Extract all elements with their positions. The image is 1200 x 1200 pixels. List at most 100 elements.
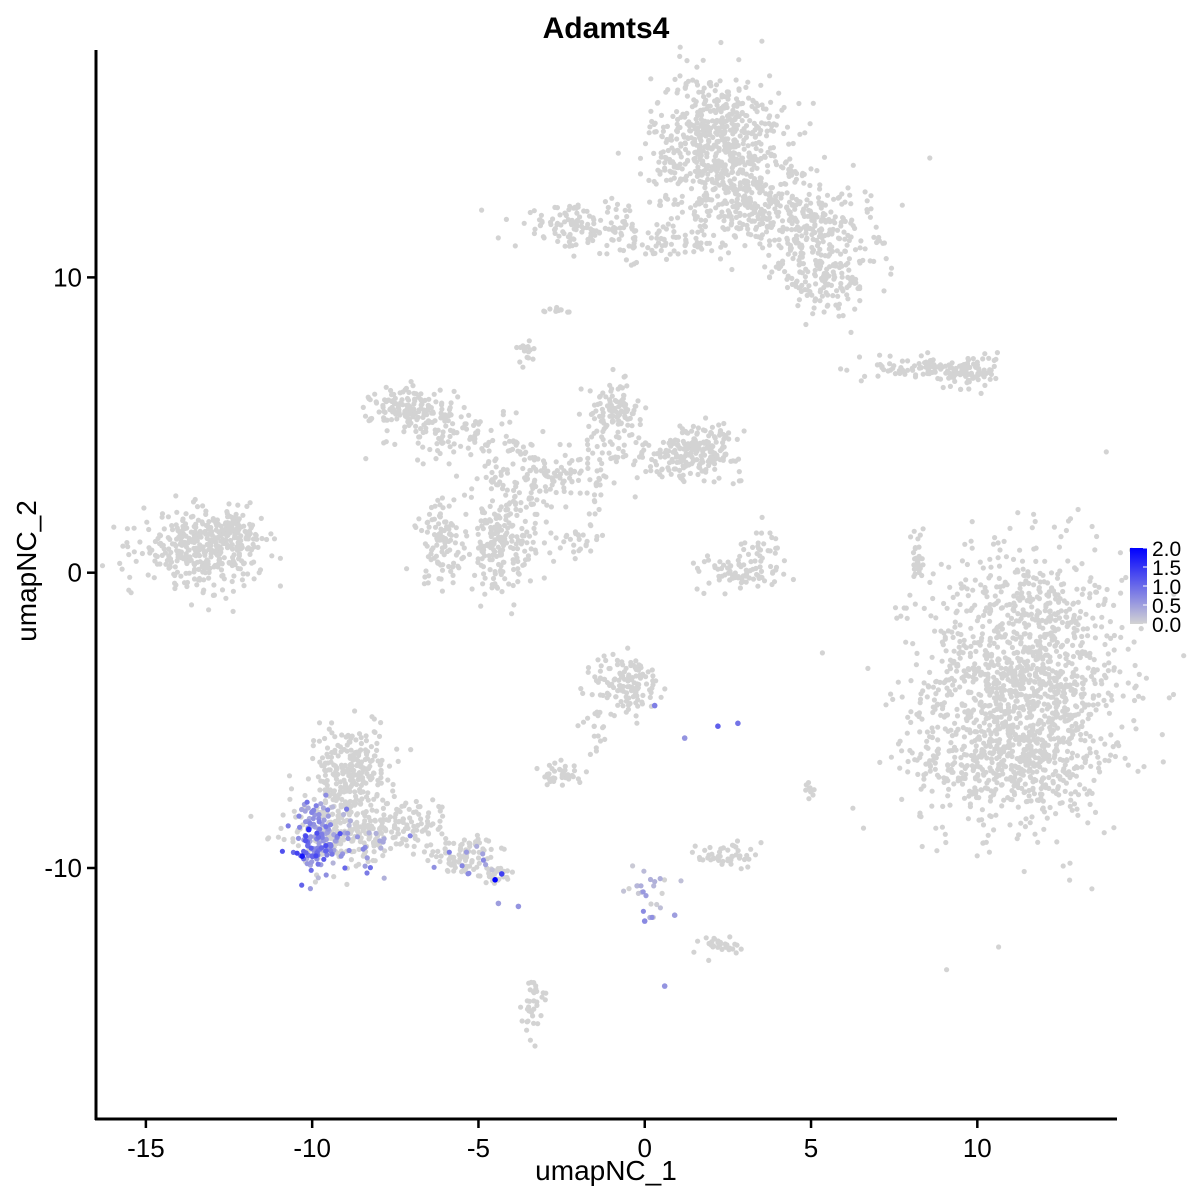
data-point (1033, 558, 1039, 565)
data-point (944, 669, 950, 675)
data-point (988, 731, 994, 737)
data-point (1091, 657, 1097, 663)
data-point (475, 525, 481, 532)
data-point (215, 534, 221, 541)
data-point (596, 230, 603, 236)
data-point (1004, 602, 1010, 608)
data-point (742, 180, 748, 186)
data-point (1058, 668, 1064, 675)
data-point (698, 152, 704, 159)
data-point (631, 680, 637, 686)
data-point (858, 238, 864, 244)
data-point (1085, 716, 1091, 722)
data-point (948, 740, 954, 746)
data-point (888, 271, 894, 277)
data-point (1106, 758, 1112, 764)
data-point (652, 129, 658, 135)
data-point (1005, 702, 1011, 708)
data-point (622, 207, 628, 213)
data-point (888, 691, 894, 697)
data-point (961, 751, 968, 758)
data-point (981, 748, 987, 755)
data-point (979, 807, 986, 813)
data-point (964, 586, 970, 592)
data-point (933, 615, 939, 621)
data-point (766, 238, 773, 244)
data-point (603, 657, 609, 664)
data-point (680, 132, 687, 138)
data-point (139, 550, 145, 557)
data-point (1002, 632, 1009, 638)
data-point (731, 140, 737, 146)
data-point (525, 556, 532, 562)
data-point (1117, 550, 1123, 556)
data-point (206, 569, 212, 576)
data-point (1085, 633, 1091, 639)
data-point (1027, 774, 1033, 780)
data-point (491, 547, 497, 553)
data-point (994, 701, 1000, 707)
data-point (732, 570, 738, 576)
data-point (566, 442, 572, 448)
data-point (966, 793, 972, 799)
data-point (729, 266, 735, 273)
data-point (1088, 673, 1094, 680)
data-point (698, 112, 705, 118)
data-point (1037, 730, 1043, 736)
data-point (608, 455, 614, 462)
data-point (510, 582, 516, 589)
data-point (643, 251, 649, 257)
data-point (962, 702, 968, 709)
data-point (1012, 775, 1018, 781)
data-point (1067, 736, 1073, 742)
data-point (198, 534, 204, 540)
data-point (977, 642, 983, 648)
data-point (571, 542, 577, 548)
data-point (1063, 527, 1069, 534)
data-point (1021, 768, 1027, 774)
data-point (817, 289, 823, 295)
data-point (1036, 719, 1042, 725)
data-point (1099, 681, 1105, 687)
data-point (128, 590, 134, 596)
data-point (741, 428, 747, 434)
data-point (947, 383, 954, 389)
data-point (909, 750, 915, 756)
data-point (1060, 588, 1066, 595)
data-point (588, 226, 594, 232)
data-point (443, 423, 449, 429)
data-point (472, 572, 478, 579)
data-point (671, 229, 677, 235)
data-point (154, 561, 160, 567)
data-point (780, 258, 786, 264)
data-point (677, 73, 683, 79)
data-point (258, 515, 264, 522)
data-point (518, 500, 524, 506)
data-point (573, 242, 579, 248)
data-point (682, 85, 688, 91)
data-point (1052, 689, 1058, 695)
data-point (541, 235, 547, 241)
data-point (584, 437, 590, 443)
data-point (590, 450, 596, 456)
data-point (1103, 675, 1109, 681)
data-point (951, 781, 957, 787)
data-point (1026, 705, 1032, 711)
data-point (668, 241, 675, 247)
data-point (674, 109, 680, 115)
data-point (598, 217, 604, 223)
data-point (231, 573, 237, 579)
data-point (1102, 741, 1108, 747)
data-point (808, 166, 814, 172)
data-point (1001, 797, 1007, 803)
data-point (435, 497, 441, 503)
data-point (790, 255, 796, 262)
data-point (734, 436, 740, 442)
data-point (1021, 581, 1027, 587)
data-point (621, 374, 627, 380)
data-point (1040, 753, 1046, 759)
data-point (415, 440, 421, 446)
data-point (862, 189, 868, 195)
data-point (597, 400, 603, 407)
data-point (991, 662, 997, 669)
